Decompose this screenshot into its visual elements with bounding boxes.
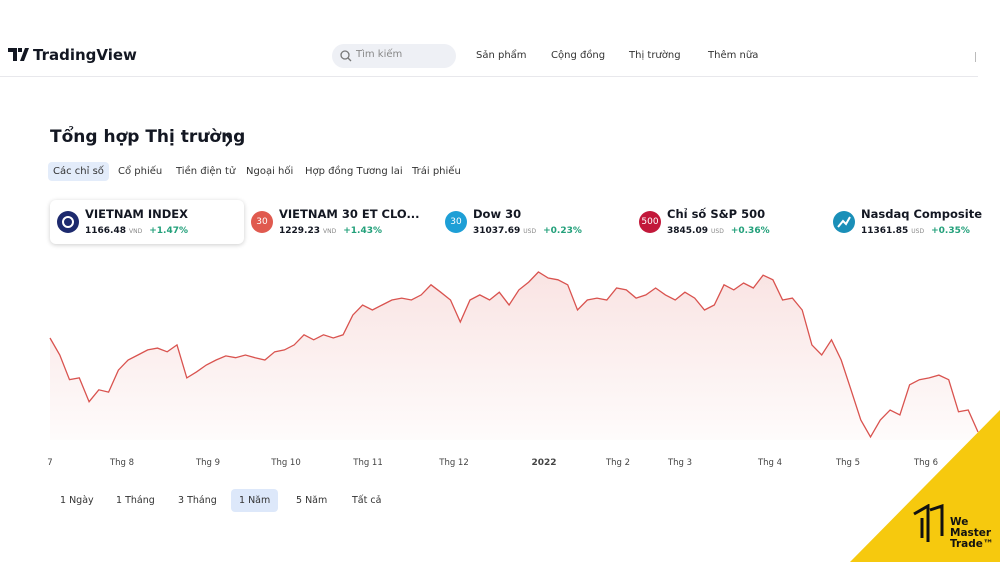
ticker-quote: 1166.48 VND +1.47% [85,226,188,236]
nav-item[interactable]: Cộng đồng [551,50,606,61]
icon-glyph [837,216,851,228]
tab[interactable]: Hợp đồng Tương lai [305,166,403,177]
range-button[interactable]: 1 Năm [231,489,279,512]
ticker-icon: 30 [251,211,273,233]
ticker-currency: USD [911,228,925,235]
ticker-price: 31037.69 [473,226,521,236]
chart: 7 Thg 8 Thg 9 Thg 10 Thg 11 Thg 12 2022 Thg 2 Th… [47,271,979,468]
x-label: Thg 3 [667,458,692,468]
ticker-price: 11361.85 [861,226,909,236]
top-bar [0,0,978,77]
tab[interactable]: Cổ phiếu [118,166,163,177]
range-button[interactable]: 1 Ngày [60,495,94,506]
watermark-bg [850,410,1000,562]
ticker-icon [57,211,79,233]
line [49,271,979,439]
ticker-name[interactable]: Nasdaq Composite [861,207,982,221]
ticker-name[interactable]: Chỉ số S&P 500 [667,207,766,221]
tab[interactable]: Ngoại hối [246,166,294,177]
x-label: Thg 11 [352,458,383,468]
ticker-price: 1166.48 [85,226,126,236]
tab[interactable]: Tiền điện tử [176,166,236,177]
logo-text: TradingView [33,46,137,64]
watermark-line: Master [950,527,992,539]
ticker-name[interactable]: Dow 30 [473,207,522,221]
search-box[interactable]: Tìm kiếm [332,44,456,68]
watermark-text: We Master Trade™ [950,517,993,550]
ticker-name[interactable]: VIETNAM 30 ET CLO... [279,207,420,221]
x-label: 2022 [531,458,556,468]
range-button[interactable]: 5 Năm [296,495,328,506]
watermark-logo [913,504,944,542]
x-label: Thg 12 [438,458,469,468]
x-label: Thg 4 [757,458,782,468]
nav-item[interactable]: Sản phẩm [476,50,527,61]
x-label: Thg 6 [913,458,938,468]
x-label: Thg 5 [835,458,860,468]
ticker-change: +0.36% [730,226,770,236]
ticker-price: 1229.23 [279,226,320,236]
tab[interactable]: Trái phiếu [412,166,461,177]
icon-glyph [62,216,74,228]
range-button[interactable]: 3 Tháng [178,495,217,506]
tab[interactable]: Các chỉ số [48,162,109,181]
ticker-change: +1.47% [149,226,188,236]
ticker-icon: 500 [639,211,661,233]
section-title[interactable]: Tổng hợp Thị trường [50,127,246,147]
ticker-change: +0.23% [543,226,582,236]
ticker-quote: 1229.23 VND +1.43% [279,226,382,236]
search-icon [340,50,352,62]
chevron [225,133,233,147]
logo-mark [8,48,29,61]
x-label: Thg 10 [270,458,301,468]
x-label: Thg 2 [605,458,630,468]
x-label: Thg 9 [195,458,220,468]
watermark-line: We [950,516,969,528]
ticker-quote: 11361.85 USD +0.35% [861,226,970,236]
x-label: 7 [47,458,52,468]
ticker-quote: 31037.69 USD +0.23% [473,226,582,236]
ticker-currency: USD [523,228,537,235]
ticker-price: 3845.09 [667,226,708,236]
range-button[interactable]: 1 Tháng [116,495,155,506]
nav-item[interactable]: Thêm nữa [708,50,759,61]
ticker-change: +0.35% [931,226,970,236]
ticker-currency: VND [129,228,143,235]
ticker-icon [833,211,855,233]
ticker-quote: 3845.09 USD +0.36% [667,226,770,236]
ticker-currency: VND [323,228,337,235]
ticker-change: +1.43% [343,226,382,236]
watermark-line: Trade™ [950,538,994,550]
ticker-name[interactable]: VIETNAM INDEX [85,207,189,221]
x-label: Thg 8 [109,458,134,468]
ticker-currency: USD [711,228,724,235]
divider [975,52,976,62]
ticker-icon: 30 [445,211,467,233]
range-button[interactable]: Tất cả [352,495,382,506]
search-placeholder: Tìm kiếm [356,49,403,60]
area [50,272,978,440]
nav-item[interactable]: Thị trường [629,50,681,61]
